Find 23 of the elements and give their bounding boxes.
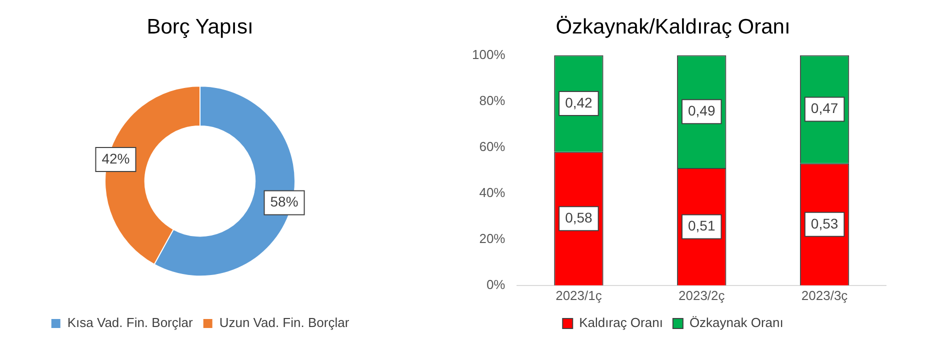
legend-label: Özkaynak Oranı (689, 315, 784, 330)
data-label: 58% (270, 194, 298, 210)
y-tick-label: 100% (472, 46, 506, 62)
y-tick-label: 60% (479, 138, 506, 154)
x-tick-label: 2023/3ç (801, 288, 848, 303)
y-tick-label: 0% (486, 276, 506, 292)
chart-title: Borç Yapısı (146, 15, 254, 38)
x-tick-label: 2023/2ç (678, 288, 726, 303)
x-tick-label: 2023/1ç (556, 288, 602, 303)
data-label: 0,51 (688, 218, 716, 234)
legend-label: Kaldıraç Oranı (579, 315, 663, 330)
data-label: 42% (102, 150, 130, 166)
y-tick-label: 80% (479, 92, 506, 108)
y-tick-label: 20% (479, 230, 506, 246)
data-label: 0,53 (810, 215, 838, 232)
legend-label: Kısa Vad. Fin. Borçlar (67, 315, 194, 330)
data-label: 0,58 (565, 210, 593, 226)
legend-label: Uzun Vad. Fin. Borçlar (219, 315, 350, 330)
data-label: 0,42 (565, 94, 593, 110)
data-label: 0,49 (688, 102, 716, 118)
chart-title: Özkaynak/Kaldıraç Oranı (556, 15, 790, 38)
data-label: 0,47 (810, 100, 838, 116)
y-tick-label: 40% (479, 184, 506, 200)
